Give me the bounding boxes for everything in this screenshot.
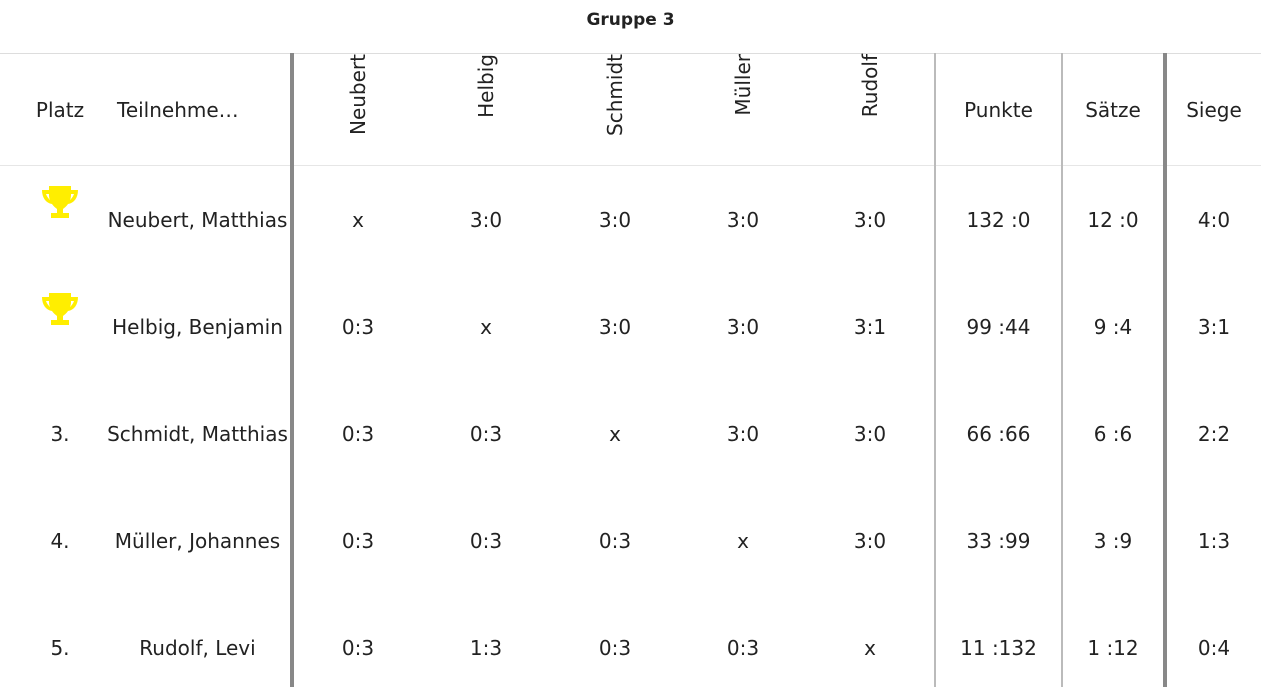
place: 4. [50,528,70,553]
wins: 4:0 [1197,207,1231,232]
match-result: 3:0 [853,421,887,446]
sets: 6 :6 [1093,421,1133,446]
sets: 9 :4 [1093,314,1133,339]
place: 3. [50,421,70,446]
match-result: 3:0 [598,314,632,339]
column-header-text: Schmidt [603,54,627,136]
match-result: 3:0 [598,207,632,232]
column-header: Platz [35,97,85,122]
sets: 12 :0 [1087,207,1139,232]
wins: 1:3 [1197,528,1231,553]
column-header: Rudolf [806,54,934,165]
trophy-icon [42,292,78,325]
match-result: 0:3 [341,314,375,339]
divider [0,53,1261,54]
match-result: 0:3 [341,528,375,553]
match-result: 3:0 [726,421,760,446]
match-result: 0:3 [341,421,375,446]
trophy-icon [42,185,78,218]
match-result: x [864,635,876,660]
match-result: 1:3 [469,635,503,660]
participant-name: Helbig, Benjamin [112,314,283,339]
match-result: x [609,421,621,446]
column-header: Teilnehme… [117,97,239,122]
match-result: 0:3 [469,421,503,446]
column-header: Müller [680,54,806,165]
match-result: 3:0 [726,314,760,339]
column-separator [1061,53,1063,687]
column-header-text: Müller [731,54,755,116]
divider [0,165,1261,166]
column-header-text: Helbig [474,54,498,118]
column-header-text: Rudolf [858,54,882,118]
match-result: x [352,207,364,232]
wins: 0:4 [1197,635,1231,660]
sets: 1 :12 [1087,635,1139,660]
column-header-text: Neubert [346,54,370,136]
column-separator [290,53,294,687]
points: 33 :99 [966,528,1031,553]
column-header: Neubert [294,54,422,165]
participant-name: Müller, Johannes [114,528,281,553]
place-trophy [0,148,120,255]
points: 132 :0 [966,207,1031,232]
wins: 2:2 [1197,421,1231,446]
match-result: 3:0 [726,207,760,232]
column-header: Punkte [964,97,1033,122]
match-result: 3:0 [469,207,503,232]
points: 66 :66 [966,421,1031,446]
participant-name: Neubert, Matthias [107,207,288,232]
wins: 3:1 [1197,314,1231,339]
column-header: Helbig [422,54,550,165]
match-result: 3:0 [853,207,887,232]
column-header: Siege [1186,97,1242,122]
match-result: x [737,528,749,553]
place: 5. [50,635,70,660]
participant-name: Rudolf, Levi [139,635,256,660]
points: 11 :132 [960,635,1037,660]
column-separator [1163,53,1167,687]
match-result: 0:3 [341,635,375,660]
place-trophy [0,255,120,362]
match-result: x [480,314,492,339]
match-result: 3:1 [853,314,887,339]
column-separator [934,53,936,687]
match-result: 3:0 [853,528,887,553]
column-header: Sätze [1085,97,1141,122]
match-result: 0:3 [469,528,503,553]
column-header: Schmidt [550,54,680,165]
group-title: Gruppe 3 [586,10,675,30]
sets: 3 :9 [1093,528,1133,553]
points: 99 :44 [966,314,1031,339]
match-result: 0:3 [726,635,760,660]
match-result: 0:3 [598,635,632,660]
match-result: 0:3 [598,528,632,553]
participant-name: Schmidt, Matthias [107,421,288,446]
